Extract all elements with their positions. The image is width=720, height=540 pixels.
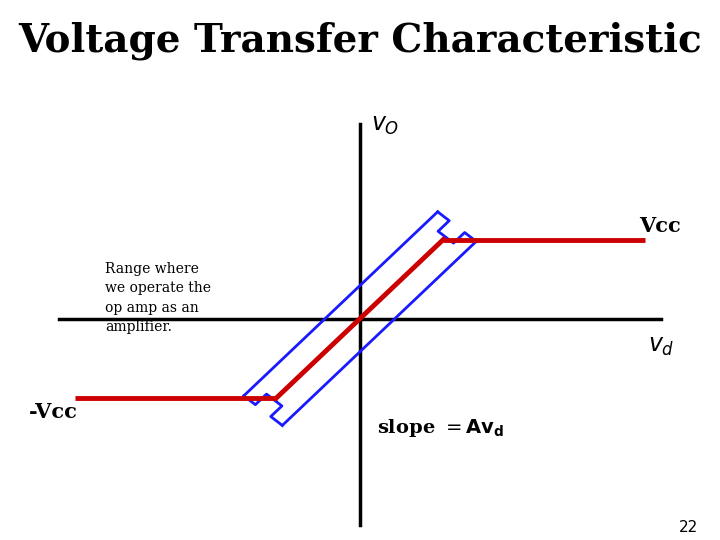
Text: Range where
we operate the
op amp as an
amplifier.: Range where we operate the op amp as an … (105, 262, 212, 334)
Text: Voltage Transfer Characteristic: Voltage Transfer Characteristic (18, 22, 702, 60)
Text: 22: 22 (679, 519, 698, 535)
Text: $v_d$: $v_d$ (649, 334, 675, 358)
Text: slope $= \mathbf{Av_d}$: slope $= \mathbf{Av_d}$ (377, 417, 503, 438)
Text: -Vcc: -Vcc (30, 402, 78, 422)
Text: Vcc: Vcc (639, 215, 680, 235)
Text: $v_O$: $v_O$ (371, 113, 400, 137)
